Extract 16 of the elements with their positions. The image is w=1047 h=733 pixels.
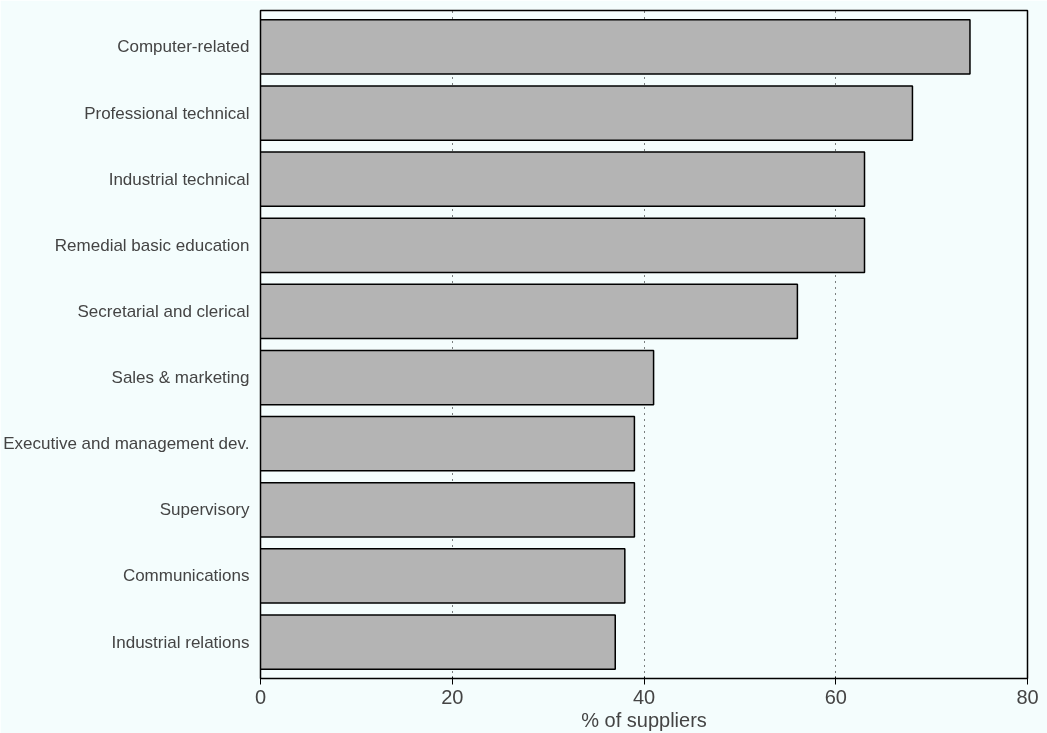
x-tick-label: 40 bbox=[632, 685, 656, 708]
x-tick-label: 0 bbox=[254, 685, 267, 708]
x-tick-label: 60 bbox=[824, 685, 847, 708]
y-tick-label: Remedial basic education bbox=[54, 235, 250, 255]
x-tick-label: 80 bbox=[1016, 685, 1039, 708]
y-tick-label: Supervisory bbox=[159, 500, 250, 520]
y-tick-label: Communications bbox=[122, 566, 250, 586]
x-tick-label: 20 bbox=[441, 685, 464, 708]
y-tick-label: Industrial relations bbox=[111, 632, 250, 652]
y-tick-label: Professional technical bbox=[84, 103, 250, 123]
y-tick-label: Sales & marketing bbox=[111, 368, 250, 388]
y-tick-label: Secretarial and clerical bbox=[77, 301, 250, 321]
y-tick-label: Computer-related bbox=[117, 37, 250, 57]
y-tick-label: Industrial technical bbox=[108, 169, 250, 189]
x-axis-title: % of suppliers bbox=[581, 708, 707, 731]
y-tick-label: Executive and management dev. bbox=[3, 434, 250, 454]
